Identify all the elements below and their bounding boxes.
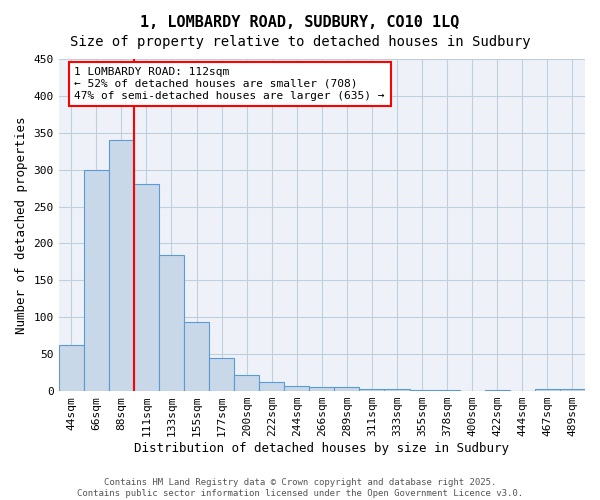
Text: Size of property relative to detached houses in Sudbury: Size of property relative to detached ho…: [70, 35, 530, 49]
Bar: [234, 375, 259, 391]
Bar: [209, 358, 234, 391]
Text: 1, LOMBARDY ROAD, SUDBURY, CO10 1LQ: 1, LOMBARDY ROAD, SUDBURY, CO10 1LQ: [140, 15, 460, 30]
Text: 1 LOMBARDY ROAD: 112sqm
← 52% of detached houses are smaller (708)
47% of semi-d: 1 LOMBARDY ROAD: 112sqm ← 52% of detache…: [74, 68, 385, 100]
Y-axis label: Number of detached properties: Number of detached properties: [15, 116, 28, 334]
Bar: [59, 346, 84, 391]
Bar: [109, 140, 134, 391]
Bar: [334, 388, 359, 391]
Bar: [535, 389, 560, 391]
Bar: [84, 170, 109, 391]
Bar: [485, 390, 510, 391]
Bar: [560, 389, 585, 391]
Bar: [284, 386, 310, 391]
Bar: [359, 389, 385, 391]
Text: Contains HM Land Registry data © Crown copyright and database right 2025.
Contai: Contains HM Land Registry data © Crown c…: [77, 478, 523, 498]
Bar: [310, 388, 334, 391]
Bar: [434, 390, 460, 391]
Bar: [184, 322, 209, 391]
Bar: [385, 389, 410, 391]
Bar: [259, 382, 284, 391]
Bar: [410, 390, 434, 391]
X-axis label: Distribution of detached houses by size in Sudbury: Distribution of detached houses by size …: [134, 442, 509, 455]
Bar: [134, 184, 159, 391]
Bar: [159, 254, 184, 391]
